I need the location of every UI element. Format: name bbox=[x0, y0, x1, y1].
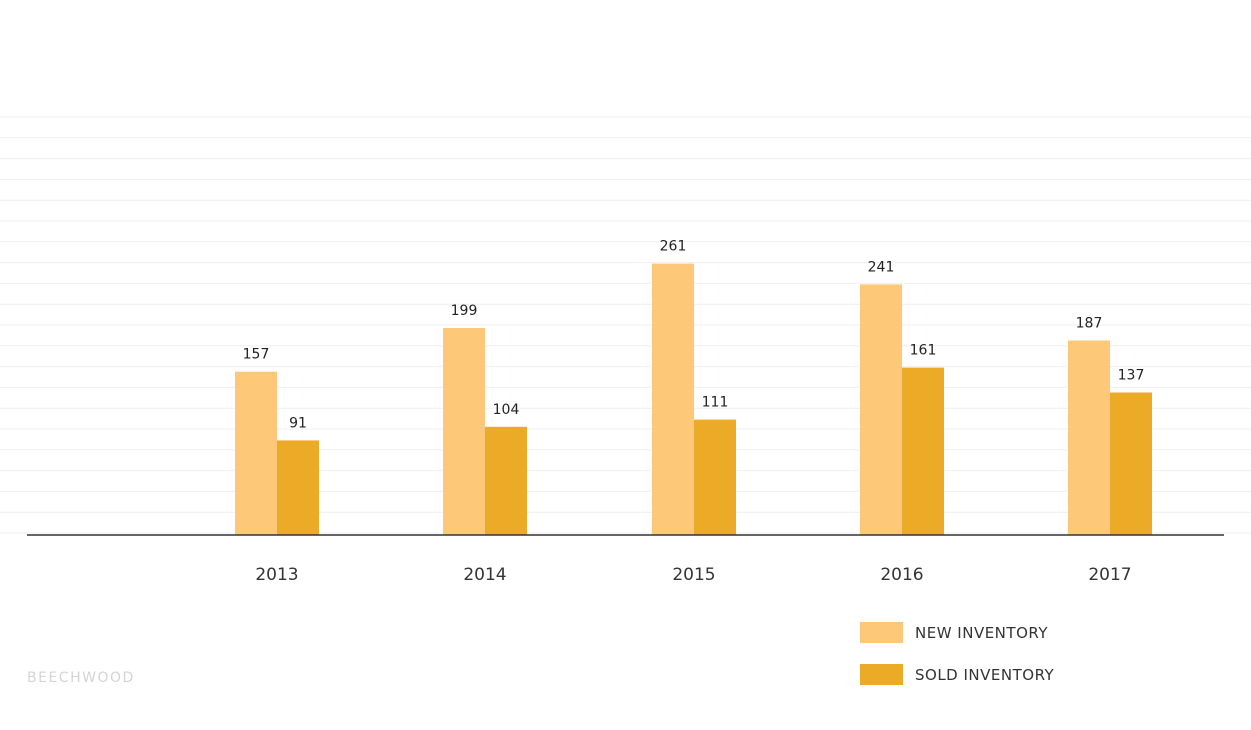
bar-sold-inventory-2013 bbox=[277, 440, 319, 535]
value-label-sold-inventory-2013: 91 bbox=[289, 415, 307, 431]
bars: 157 199 261 241 187 91 104 111 161 137 bbox=[235, 239, 1152, 535]
x-tick-label-2013: 2013 bbox=[255, 565, 298, 585]
bar-sold-inventory-2015 bbox=[694, 419, 736, 535]
legend-swatch-sold-inventory bbox=[860, 664, 903, 685]
value-label-new-inventory-2016: 241 bbox=[868, 259, 895, 275]
value-label-new-inventory-2017: 187 bbox=[1076, 316, 1103, 332]
legend-swatch-new-inventory bbox=[860, 622, 903, 643]
legend-item-sold-inventory: SOLD INVENTORY bbox=[860, 664, 1054, 685]
x-tick-label-2017: 2017 bbox=[1088, 565, 1131, 585]
value-label-sold-inventory-2015: 111 bbox=[702, 395, 729, 411]
value-label-sold-inventory-2014: 104 bbox=[493, 402, 520, 418]
bar-new-inventory-2013 bbox=[235, 371, 277, 535]
legend-label-new-inventory: NEW INVENTORY bbox=[915, 623, 1048, 642]
bar-new-inventory-2017 bbox=[1068, 340, 1110, 535]
value-label-new-inventory-2014: 199 bbox=[451, 303, 478, 319]
bar-new-inventory-2015 bbox=[652, 263, 694, 535]
value-label-new-inventory-2013: 157 bbox=[243, 347, 270, 363]
bar-new-inventory-2016 bbox=[860, 284, 902, 535]
bar-sold-inventory-2016 bbox=[902, 367, 944, 535]
bar-sold-inventory-2014 bbox=[485, 426, 527, 535]
legend-label-sold-inventory: SOLD INVENTORY bbox=[915, 665, 1055, 684]
bar-new-inventory-2014 bbox=[443, 328, 485, 535]
value-label-new-inventory-2015: 261 bbox=[660, 239, 687, 255]
bar-sold-inventory-2017 bbox=[1110, 392, 1152, 535]
x-tick-label-2014: 2014 bbox=[463, 565, 506, 585]
gridlines bbox=[0, 116, 1251, 534]
x-tick-label-2016: 2016 bbox=[880, 565, 923, 585]
value-label-sold-inventory-2017: 137 bbox=[1118, 368, 1145, 384]
value-label-sold-inventory-2016: 161 bbox=[910, 343, 937, 359]
x-tick-labels: 2013 2014 2015 2016 2017 bbox=[255, 565, 1131, 585]
x-tick-label-2015: 2015 bbox=[672, 565, 715, 585]
legend-item-new-inventory: NEW INVENTORY bbox=[860, 622, 1054, 643]
brand-watermark: BEECHWOOD bbox=[27, 670, 135, 686]
legend: NEW INVENTORY SOLD INVENTORY bbox=[860, 622, 1054, 706]
